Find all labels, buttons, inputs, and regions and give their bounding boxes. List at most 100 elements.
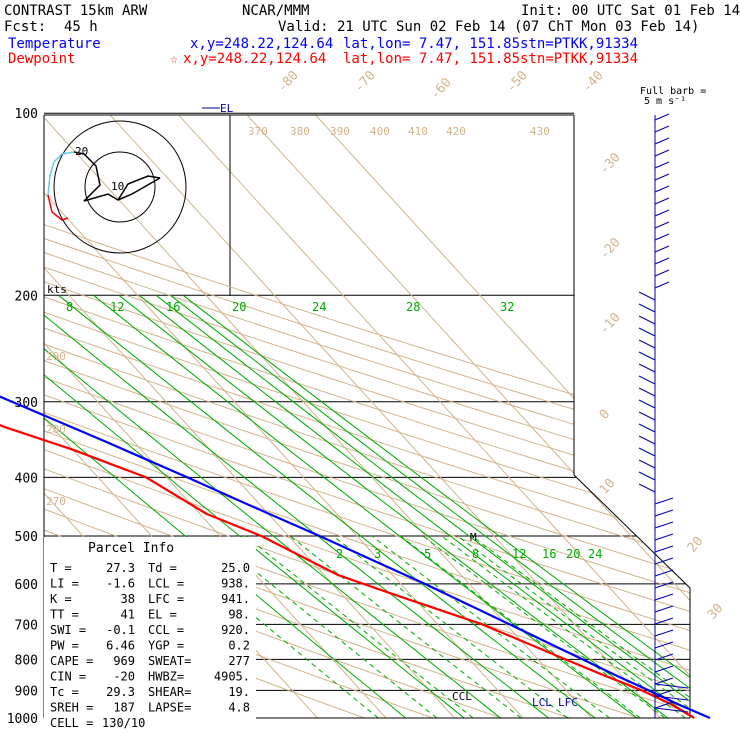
theta-label: 410 — [408, 125, 428, 138]
dewpoint-profile-line — [0, 424, 695, 719]
pressure-tick-label: 200 — [15, 289, 38, 304]
theta-label: 420 — [446, 125, 466, 138]
moist-adiabat-line — [157, 535, 379, 718]
parcel-label-b: SWEAT= — [148, 654, 191, 668]
hodo-trace-loop — [117, 175, 161, 201]
hodo-ring-outer — [53, 120, 187, 254]
isotherm-line — [313, 115, 690, 718]
moist-adiabat-line — [399, 535, 641, 718]
wind-barb — [654, 149, 670, 157]
wind-barb — [654, 557, 674, 565]
parcel-value-a: 969 — [113, 654, 135, 668]
parcel-value-b: 920. — [221, 623, 250, 637]
wind-barb — [638, 291, 656, 301]
mixing-ratio-label: 3 — [374, 547, 381, 561]
cell-label: CELL = — [50, 716, 93, 730]
init-time: Init: 00 UTC Sat 01 Feb 14 — [521, 3, 740, 19]
wind-barb — [654, 521, 674, 529]
mixing-ratio-label: 28 — [406, 300, 420, 314]
barb-scale-label-2: 5 m s⁻¹ — [644, 96, 686, 107]
wind-barb — [654, 653, 674, 661]
temperature-tick-label: -50 — [504, 68, 531, 95]
parcel-label-b: LAPSE= — [148, 701, 191, 715]
wind-barb — [638, 423, 656, 433]
wind-barb — [654, 701, 689, 713]
parcel-value-b: 277 — [228, 654, 250, 668]
parcel-label-b: YGP = — [148, 639, 184, 653]
theta-label: 400 — [370, 125, 390, 138]
wind-barb — [654, 137, 670, 145]
wind-barb — [654, 617, 674, 625]
wind-barb — [654, 185, 670, 193]
mixing-ratio-line — [93, 294, 638, 718]
wind-barb — [654, 689, 689, 701]
org-title: NCAR/MMM — [242, 3, 309, 19]
parcel-label-a: Tc = — [50, 685, 79, 699]
dry-adiabat-line — [44, 115, 690, 718]
mixing-ratio-line — [44, 294, 465, 718]
mixing-ratio-line — [44, 294, 549, 718]
hodo-speed-unit: kts — [47, 283, 67, 296]
dry-adiabat-line — [44, 115, 690, 718]
mixing-ratio-label: 20 — [566, 547, 580, 561]
parcel-value-a: 38 — [121, 592, 135, 606]
dry-adiabat-line — [44, 115, 690, 718]
hodo-trace-high — [47, 194, 69, 221]
temperature-tick-label: 10 — [597, 476, 619, 498]
cell-value: 130/10 — [102, 716, 145, 730]
isotherm-line — [44, 115, 387, 718]
parcel-label-a: SWI = — [50, 623, 86, 637]
mixing-ratio-label: 12 — [512, 547, 526, 561]
wind-barb — [638, 351, 656, 361]
mixing-ratio-label: 16 — [166, 300, 180, 314]
wind-barb — [654, 569, 674, 577]
pressure-tick-label: 900 — [15, 684, 38, 699]
dry-adiabat-line — [44, 115, 401, 718]
level-marker-m: M — [470, 531, 477, 544]
parcel-label-b: LFC = — [148, 592, 184, 606]
moist-adiabat-line — [245, 535, 474, 718]
moist-adiabat-line — [471, 535, 690, 718]
mixing-ratio-label: 24 — [588, 547, 602, 561]
temperature-tick-label: 0 — [597, 407, 613, 423]
parcel-info-panel: Parcel Info T = 27.3 Td = 25.0 LI = -1.6 LCL =… — [44, 537, 256, 730]
wind-barb — [654, 113, 670, 121]
wind-barb — [638, 339, 656, 349]
dry-adiabat-line — [44, 115, 690, 718]
wind-barb — [654, 245, 670, 253]
level-marker-el: EL — [220, 102, 234, 115]
isotherm-line — [245, 115, 690, 718]
isotherm-line — [176, 115, 690, 718]
dry-adiabat-line — [44, 115, 690, 718]
wind-barb — [654, 233, 670, 241]
temperature-tick-label: -40 — [580, 68, 607, 95]
wind-barb — [654, 281, 670, 289]
valid-time: Valid: 21 UTC Sun 02 Feb 14 (07 ChT Mon … — [278, 19, 699, 35]
isotherm-line — [108, 115, 661, 718]
temperature-tick-label: -10 — [597, 310, 624, 337]
dry-adiabat-line — [44, 115, 690, 718]
mixing-ratio-label: 8 — [66, 300, 73, 314]
barb-scale-label-1: Full barb = — [640, 86, 706, 97]
wind-barb — [654, 581, 674, 589]
dry-adiabat-line — [44, 115, 690, 718]
mixing-ratio-line — [170, 294, 690, 718]
wind-barb — [654, 677, 689, 689]
parcel-value-b: 25.0 — [221, 561, 250, 575]
dewpoint-xy: x,y=248.22,124.64 — [183, 51, 326, 67]
parcel-row: Tc = 29.3 SHEAR= 19. — [50, 685, 250, 699]
temperature-tick-label: 30 — [705, 601, 727, 623]
mixing-ratio-line — [44, 294, 501, 718]
parcel-label-a: LI = — [50, 577, 79, 591]
mixing-ratio-label: 8 — [472, 547, 479, 561]
parcel-value-b: 941. — [221, 592, 250, 606]
parcel-label-b: LCL = — [148, 577, 184, 591]
mixing-ratio-label: 24 — [312, 300, 326, 314]
wind-barb — [654, 629, 674, 637]
temperature-station: stn=PTKK,91334 — [520, 36, 638, 52]
theta-label: 270 — [46, 495, 66, 508]
mixing-ratio-line — [138, 294, 690, 718]
parcel-value-a: -0.1 — [106, 623, 135, 637]
wind-barb — [638, 447, 656, 457]
